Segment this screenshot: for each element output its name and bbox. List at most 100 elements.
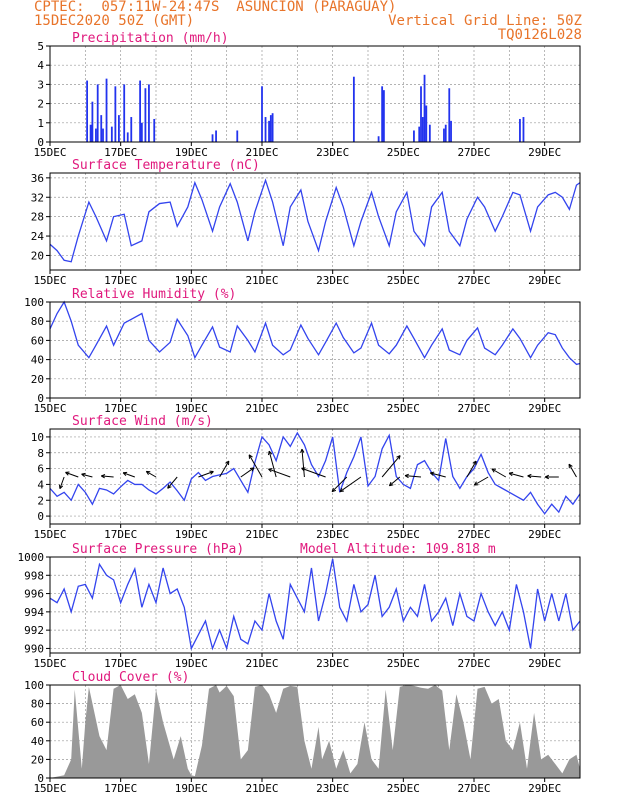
wind-arrow-head [388,481,392,486]
x-tick-label: 23DEC [316,402,349,415]
x-tick-label: 17DEC [104,657,137,670]
y-tick-label: 20 [31,373,44,386]
wind-arrow [198,470,214,478]
x-tick-label: 29DEC [528,146,561,159]
wind-arrow-shaft [101,475,114,478]
x-tick-label: 15DEC [33,274,66,287]
wind-arrow-shaft [146,470,157,478]
wind-arrow-head [100,475,105,479]
y-tick-label: 36 [31,172,44,185]
wind-arrow-head [508,472,513,477]
wind-arrow [429,471,446,478]
x-tick-label: 27DEC [457,782,490,795]
wind-arrow-head [527,475,532,479]
wind-arrow [267,450,277,478]
x-tick-label: 23DEC [316,528,349,541]
panel-press: 990 992 994 996 998 1000 Surface Pressure (hPa… [18,542,581,670]
precip-bar [269,115,272,142]
wind-arrow [81,472,93,478]
precip-bar [381,86,384,142]
x-tick-label: 27DEC [457,402,490,415]
header-run-date: 15DEC2020 50Z (GMT) [34,13,195,29]
x-tick-label: 25DEC [387,402,420,415]
precip-bar [130,117,133,142]
panel-precip: 0 1 2 3 4 5 Precipitation (mm/h) 15DEC 17DEC 19DE… [33,31,581,159]
wind-arrow-head [430,471,435,474]
y-tick-label: 0 [37,510,44,523]
x-tick-label: 29DEC [528,657,561,670]
y-tick-label: 2 [37,98,44,111]
wind-arrow-shaft [240,467,255,478]
y-tick-label: 80 [31,698,44,711]
precip-bar [425,105,428,142]
wind-arrow-shaft [405,475,422,478]
precip-bar [421,117,424,142]
wind-arrow-head [249,467,254,469]
wind-arrow [339,476,362,493]
precip-bar [139,80,141,142]
wind-series-line [49,431,581,515]
precip-bar [444,124,447,142]
wind-arrow [58,476,65,490]
press-series-line [49,558,581,651]
y-tick-label: 4 [37,478,44,491]
x-tick-label: 17DEC [104,146,137,159]
wind-arrow [167,476,178,489]
wind-arrow [268,468,291,478]
wind-arrow-shaft [81,473,93,478]
x-tick-label: 19DEC [175,657,208,670]
panel-frame [49,301,581,399]
wind-arrow-head [210,471,214,475]
precip-bar [86,80,88,142]
panel-frame [49,556,581,654]
precip-bar [102,128,104,142]
y-tick-label: 994 [24,606,44,619]
y-tick-label: 1 [37,117,44,130]
y-tick-label: 10 [31,431,44,444]
wind-arrow [122,471,135,478]
wind-arrow [145,470,157,478]
wind-arrow-shaft [268,450,277,478]
x-tick-label: 17DEC [104,274,137,287]
panel-title: Precipitation (mm/h) [72,31,229,46]
wind-arrow-shaft [219,460,230,478]
precip-bar [110,126,113,142]
wind-arrow-shaft [527,475,542,478]
y-tick-label: 3 [37,78,44,91]
x-tick-label: 29DEC [528,782,561,795]
panel-title: Surface Wind (m/s) [72,414,213,429]
x-tick-label: 25DEC [387,782,420,795]
x-tick-label: 29DEC [528,274,561,287]
x-tick-label: 21DEC [245,528,278,541]
wind-arrow-shaft [339,476,362,493]
x-tick-label: 15DEC [33,657,66,670]
precip-bar [91,101,94,142]
rh-series-line [49,300,581,366]
panel-title: Surface Pressure (hPa) [72,542,244,557]
precip-bar [100,115,103,142]
wind-arrow-head [509,471,514,474]
precip-bar [450,120,452,142]
model-altitude-label: Model Altitude: 109.818 m [300,542,496,557]
wind-arrow-head [122,472,127,476]
wind-arrow-head [301,448,305,453]
panel-title: Surface Temperature (nC) [72,158,260,173]
precip-bar [261,86,263,142]
y-tick-label: 998 [24,569,44,582]
wind-arrow-head [267,451,270,456]
wind-arrow-shaft [389,476,401,487]
precip-bar [89,124,92,142]
wind-arrow-shaft [59,476,65,489]
precip-bar [423,74,426,142]
x-tick-label: 21DEC [245,782,278,795]
wind-arrow [527,473,542,479]
precip-bar [268,120,270,142]
wind-arrow [466,460,477,478]
wind-arrow-shaft [491,468,507,478]
x-tick-label: 19DEC [175,274,208,287]
panel-cloud: 0 20 40 60 80 100 Cloud Cover (%) 15DEC 17DEC 19D… [24,670,581,795]
y-tick-label: 28 [31,211,44,224]
wind-arrow-shaft [301,449,305,478]
wind-arrow [331,476,348,493]
precip-bar [264,117,267,142]
